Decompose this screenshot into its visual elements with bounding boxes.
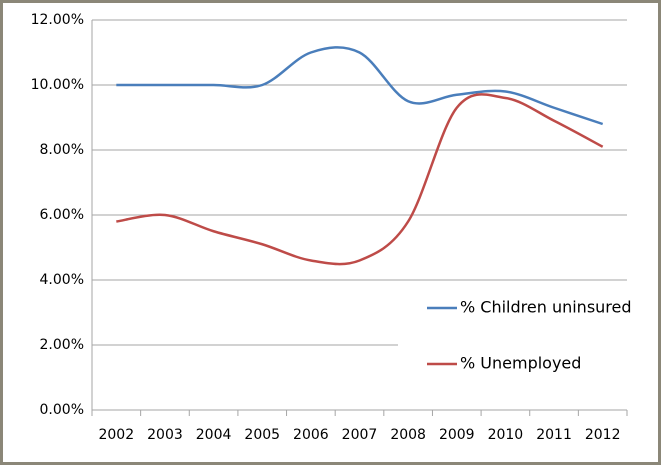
x-tick-label: 2004	[196, 427, 232, 443]
y-tick-label: 10.00%	[31, 77, 84, 93]
data-line	[116, 93, 604, 266]
y-tick-label: 8.00%	[40, 142, 84, 158]
x-tick-label: 2003	[147, 427, 183, 443]
x-tick-label: 2007	[342, 427, 378, 443]
x-tick-label: 2002	[98, 427, 134, 443]
x-tick-label: 2009	[439, 427, 475, 443]
x-tick-label: 2005	[244, 427, 280, 443]
x-tick-label: 2006	[293, 427, 329, 443]
x-tick-label: 2008	[390, 427, 426, 443]
y-tick-label: 4.00%	[40, 272, 84, 288]
legend-label: % Unemployed	[460, 354, 581, 373]
x-tick-label: 2012	[585, 427, 621, 443]
y-tick-label: 2.00%	[40, 337, 84, 353]
y-tick-label: 0.00%	[40, 402, 84, 418]
y-tick-label: 6.00%	[40, 207, 84, 223]
legend-label: % Children uninsured	[460, 298, 632, 317]
legend: % Children uninsured % Unemployed	[398, 285, 656, 395]
data-line	[116, 46, 604, 126]
y-tick-label: 12.00%	[31, 12, 84, 28]
x-tick-label: 2010	[488, 427, 524, 443]
x-tick-label: 2011	[536, 427, 572, 443]
legend-background	[398, 285, 656, 395]
